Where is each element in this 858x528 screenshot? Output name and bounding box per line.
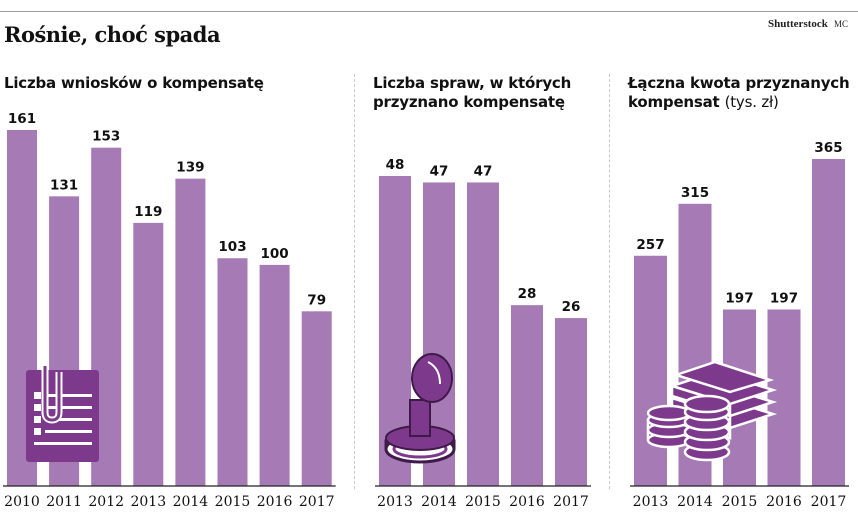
panel-2-title: Liczba spraw, w których przyznano kompen… — [373, 74, 571, 112]
panel-1-title: Liczba wniosków o kompensatę — [4, 74, 264, 93]
panel-3-title: Łączna kwota przyznanych kompensat (tys.… — [628, 74, 850, 112]
tick-label-2014: 2014 — [677, 494, 713, 510]
tick-label-2015: 2015 — [722, 494, 758, 510]
tick-label-2013: 2013 — [377, 494, 413, 510]
bar-2015 — [217, 258, 248, 486]
stamp-icon — [384, 353, 456, 464]
bar-2016 — [767, 309, 801, 486]
panel-3-title-line1: Łączna kwota przyznanych — [628, 74, 850, 92]
data-label-2015: 47 — [474, 163, 493, 179]
tick-label-2014: 2014 — [421, 494, 457, 510]
tick-label-2010: 2010 — [4, 494, 40, 510]
data-label-2013: 48 — [386, 157, 405, 173]
tick-label-2013: 2013 — [633, 494, 669, 510]
data-label-2014: 47 — [430, 163, 449, 179]
page-title: Rośnie, choć spada — [4, 22, 221, 47]
tick-label-2017: 2017 — [811, 494, 847, 510]
panel-3-title-line2: kompensat — [628, 93, 720, 111]
bar-2017 — [301, 311, 332, 486]
bar-2015 — [467, 182, 499, 487]
author-initials: MC — [834, 19, 849, 29]
data-label-2012: 153 — [92, 129, 120, 145]
bar-2014 — [175, 178, 206, 486]
money-icon — [646, 360, 778, 462]
panel-1-title-line1: Liczba wniosków o kompensatę — [4, 74, 264, 92]
panel-divider-1 — [354, 74, 355, 489]
clipboard-icon — [26, 366, 99, 462]
data-label-2016: 100 — [261, 246, 289, 262]
tick-label-2013: 2013 — [130, 494, 166, 510]
tick-label-2015: 2015 — [215, 494, 251, 510]
bar-2013 — [634, 255, 667, 486]
tick-label-2017: 2017 — [299, 494, 335, 510]
data-label-2017: 79 — [307, 292, 326, 308]
data-label-2017: 26 — [562, 299, 581, 315]
bar-2016 — [511, 305, 543, 486]
data-label-2011: 131 — [50, 177, 78, 193]
bar-2017 — [555, 318, 587, 486]
data-label-2010: 161 — [8, 111, 36, 127]
data-label-2016: 28 — [518, 286, 537, 302]
chart-1: 161 2010 131 2011 153 2012 119 2013 139 2014 103 20… — [3, 111, 336, 510]
bar-2016 — [259, 264, 290, 486]
panel-divider-2 — [609, 74, 610, 489]
image-credit: Shutterstock — [768, 18, 828, 30]
panel-3-unit: (tys. zł) — [724, 93, 779, 111]
tick-label-2016: 2016 — [257, 494, 293, 510]
tick-label-2016: 2016 — [509, 494, 545, 510]
data-label-2014: 315 — [681, 185, 709, 201]
data-label-2015: 103 — [218, 239, 246, 255]
data-label-2013: 119 — [134, 204, 162, 220]
top-rule — [0, 11, 858, 12]
tick-label-2017: 2017 — [553, 494, 589, 510]
data-label-2015: 197 — [725, 291, 753, 307]
panel-2-title-line2: przyznano kompensatę — [373, 93, 565, 111]
chart-3: 257 2013 315 2014 197 2015 197 2016 365 2017 — [630, 140, 849, 510]
tick-label-2015: 2015 — [465, 494, 501, 510]
tick-label-2014: 2014 — [173, 494, 209, 510]
panel-2-title-line1: Liczba spraw, w których — [373, 74, 572, 92]
data-label-2016: 197 — [770, 291, 798, 307]
data-label-2013: 257 — [636, 237, 664, 253]
tick-label-2012: 2012 — [88, 494, 124, 510]
data-label-2017: 365 — [814, 140, 842, 156]
tick-label-2016: 2016 — [766, 494, 802, 510]
data-label-2014: 139 — [176, 160, 204, 176]
bar-2013 — [133, 222, 164, 486]
bar-2017 — [812, 159, 845, 486]
tick-label-2011: 2011 — [46, 494, 82, 510]
